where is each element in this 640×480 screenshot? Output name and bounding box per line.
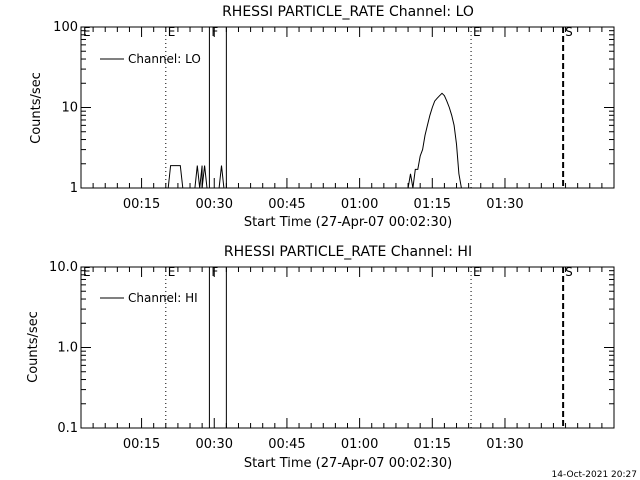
x-axis-label: Start Time (27-Apr-07 00:02:30) bbox=[244, 215, 452, 230]
x-tick-label: 00:15 bbox=[123, 437, 160, 452]
x-tick-label: 01:15 bbox=[414, 437, 451, 452]
footer-timestamp: 14-Oct-2021 20:27 bbox=[552, 470, 637, 480]
y-axis-label: Counts/sec bbox=[29, 72, 44, 144]
legend-label: Channel: HI bbox=[128, 291, 198, 305]
flag-label: E bbox=[83, 265, 91, 279]
flag-label: E bbox=[168, 25, 176, 39]
chart-title: RHESSI PARTICLE_RATE Channel: HI bbox=[224, 244, 472, 260]
flag-label: E bbox=[473, 265, 481, 279]
x-tick-label: 01:15 bbox=[414, 197, 451, 212]
flag-label: E bbox=[83, 25, 91, 39]
y-tick-label: 1 bbox=[70, 181, 78, 196]
series-line bbox=[167, 92, 462, 189]
x-tick-label: 01:00 bbox=[341, 437, 378, 452]
x-tick-label: 01:30 bbox=[486, 197, 523, 212]
chart-title: RHESSI PARTICLE_RATE Channel: LO bbox=[222, 4, 474, 20]
flag-label: E bbox=[168, 265, 176, 279]
x-tick-label: 01:30 bbox=[486, 437, 523, 452]
y-tick-label: 1.0 bbox=[57, 341, 78, 356]
flag-label: E bbox=[473, 25, 481, 39]
x-tick-label: 00:45 bbox=[268, 197, 305, 212]
panel-lo-channel: RHESSI PARTICLE_RATE Channel: LO Counts/… bbox=[29, 4, 615, 230]
y-tick-label: 100 bbox=[53, 20, 78, 35]
x-tick-label: 00:30 bbox=[196, 197, 233, 212]
legend-label: Channel: LO bbox=[128, 52, 201, 66]
panel-hi-channel: RHESSI PARTICLE_RATE Channel: HI Counts/… bbox=[26, 244, 615, 471]
x-tick-label: 00:15 bbox=[123, 197, 160, 212]
x-tick-label: 00:45 bbox=[268, 437, 305, 452]
x-tick-label: 01:00 bbox=[341, 197, 378, 212]
flag-label: F bbox=[211, 25, 218, 39]
flag-label: S bbox=[565, 25, 573, 39]
flag-label: S bbox=[565, 265, 573, 279]
y-tick-label: 10.0 bbox=[49, 260, 78, 275]
flag-label: F bbox=[211, 265, 218, 279]
y-tick-label: 10 bbox=[61, 101, 78, 116]
y-tick-label: 0.1 bbox=[57, 421, 78, 436]
y-axis-label: Counts/sec bbox=[26, 311, 41, 383]
x-tick-label: 00:30 bbox=[196, 437, 233, 452]
x-axis-label: Start Time (27-Apr-07 00:02:30) bbox=[244, 456, 452, 471]
